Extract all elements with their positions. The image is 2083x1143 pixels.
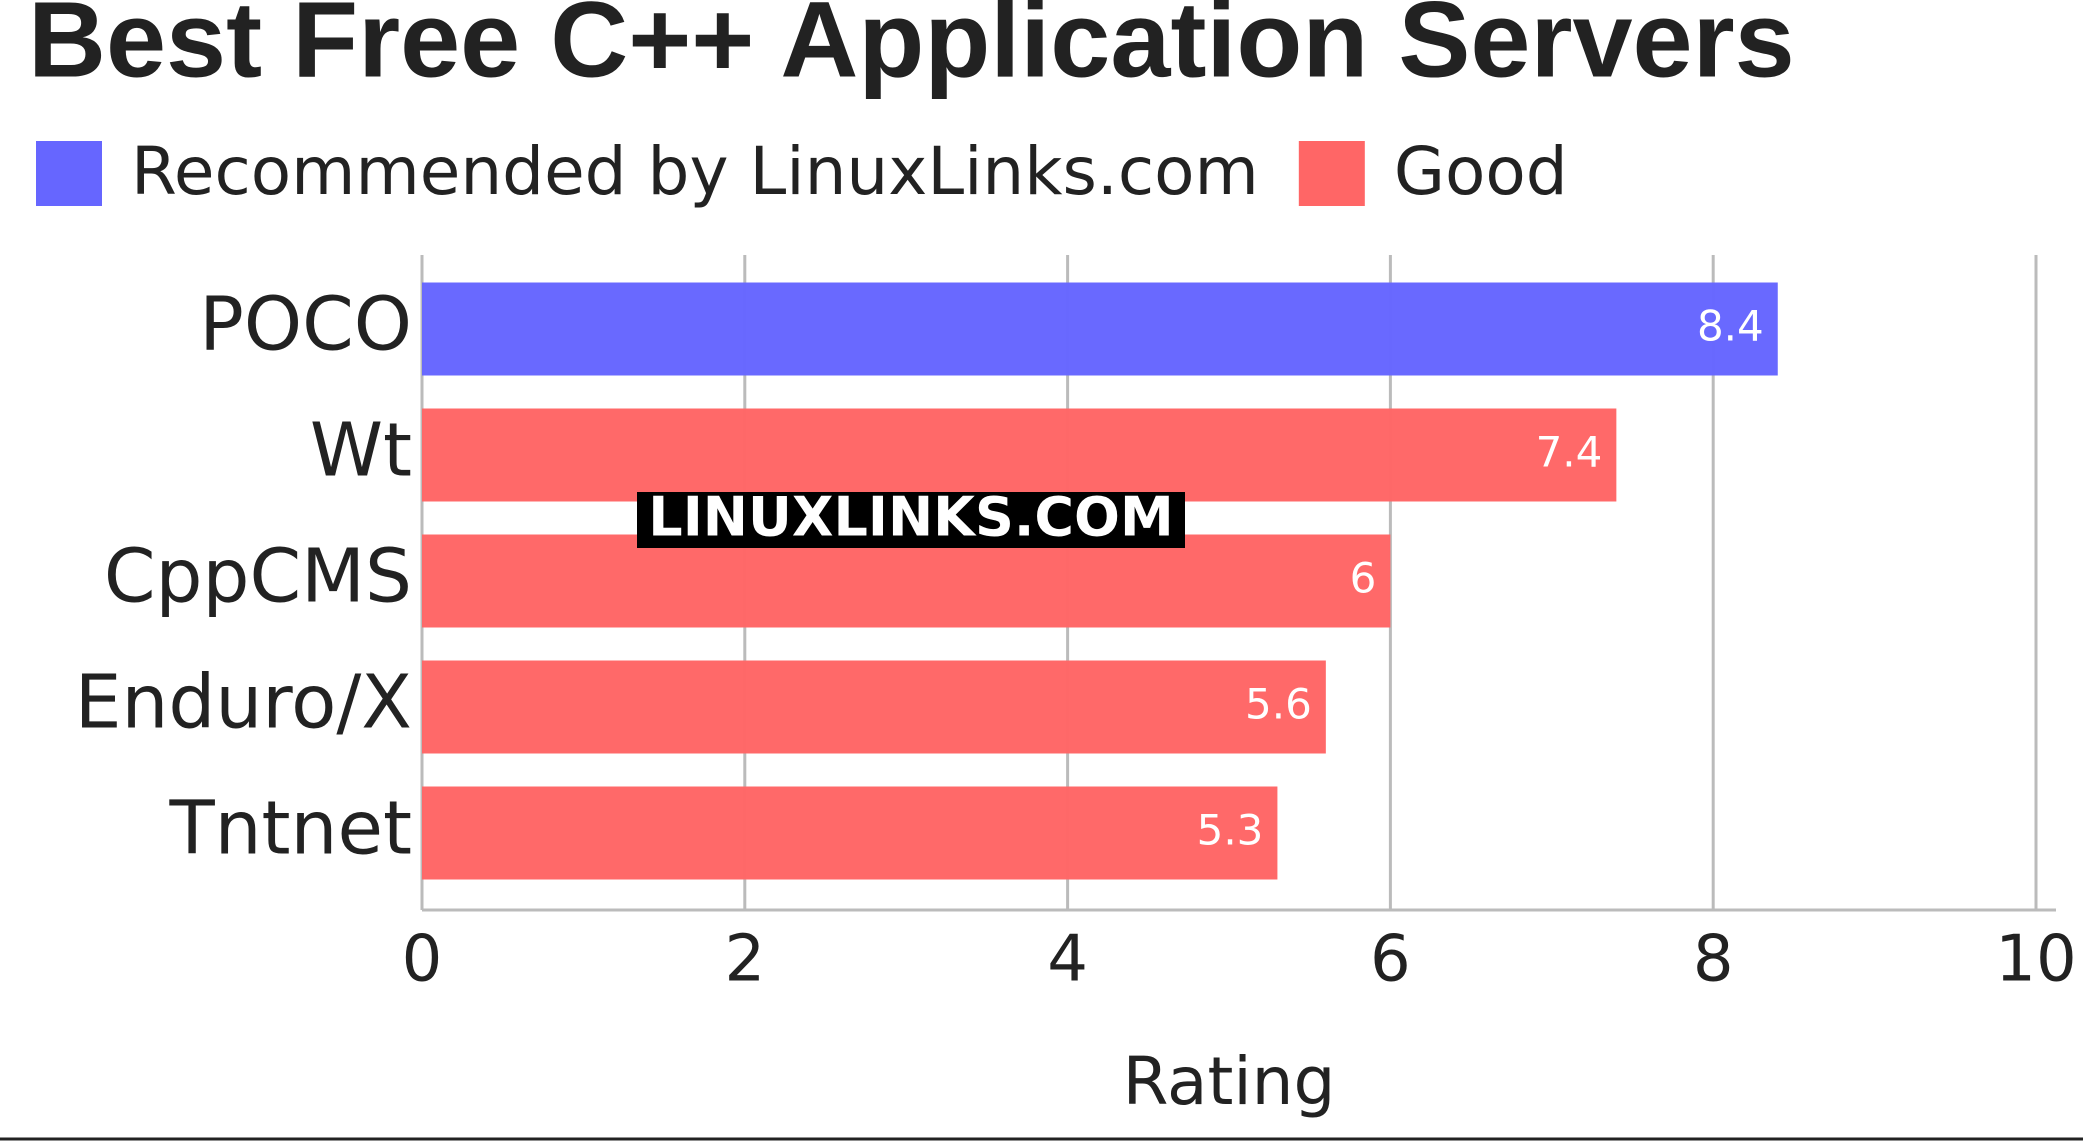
bar [422, 660, 1326, 754]
chart-title: Best Free C++ Application Servers [28, 0, 1795, 100]
value-label: 7.4 [1536, 428, 1603, 477]
value-label: 5.6 [1245, 680, 1312, 729]
x-tick-label: 6 [1370, 923, 1411, 997]
y-tick-label: POCO [199, 282, 412, 368]
watermark-bg [637, 492, 1185, 548]
legend-swatch [1298, 141, 1365, 206]
value-label: 8.4 [1697, 302, 1764, 351]
x-tick-label: 2 [724, 923, 765, 997]
x-axis-label: Rating [1123, 1043, 1336, 1120]
x-tick-label: 8 [1693, 923, 1734, 997]
legend-label: Recommended by LinuxLinks.com [131, 133, 1259, 210]
x-tick-label: 0 [402, 923, 443, 997]
bar [422, 282, 1778, 376]
x-tick-label: 4 [1047, 923, 1088, 997]
y-tick-label: CppCMS [104, 534, 412, 620]
legend-label: Good [1394, 133, 1568, 210]
y-tick-label: Enduro/X [75, 660, 412, 746]
bar [422, 786, 1278, 880]
watermark: LINUXLINKS.COM [648, 486, 1173, 549]
x-tick-label: 10 [1995, 923, 2076, 997]
bar [422, 408, 1617, 502]
legend-swatch [36, 141, 102, 206]
y-tick-label: Wt [310, 408, 412, 494]
value-label: 6 [1350, 554, 1377, 603]
value-label: 5.3 [1197, 806, 1264, 855]
bar [422, 534, 1391, 628]
y-tick-label: Tntnet [168, 786, 412, 872]
